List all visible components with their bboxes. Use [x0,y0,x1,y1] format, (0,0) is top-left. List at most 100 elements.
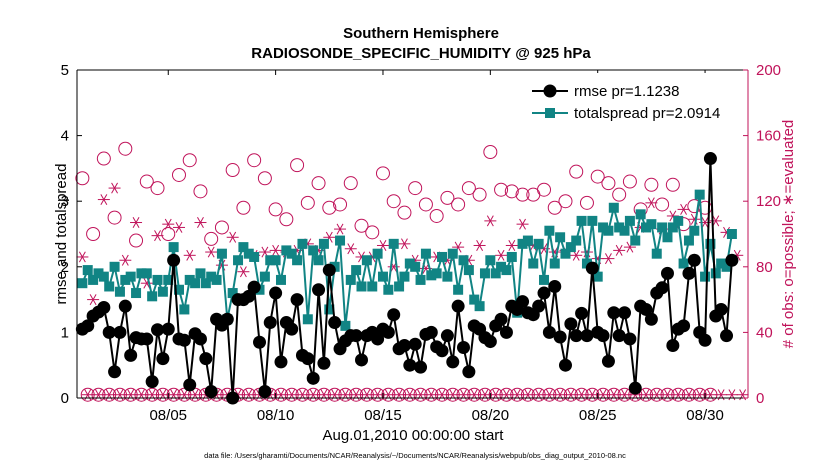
obs-possible-marker [354,218,369,233]
rmse-point [532,299,546,313]
rmse-point [274,355,288,369]
totalspread-point [555,232,566,243]
rmse-point [537,286,551,300]
totalspread-point [587,215,598,226]
totalspread-point [270,255,281,266]
rmse-point [269,286,283,300]
totalspread-point [539,274,550,285]
obs-evaluated-marker [172,221,185,233]
rmse-point [102,325,116,339]
obs-possible-marker [225,163,240,178]
x-tick-label: 08/10 [257,407,295,424]
totalspread-point [522,235,533,246]
totalspread-point [372,248,383,259]
obs-evaluated-marker [269,244,282,256]
right-tick-label: 200 [756,62,781,79]
obs-possible-marker [537,182,552,197]
rmse-point [403,358,417,372]
rmse-point [553,330,567,344]
totalspread-point [646,219,657,230]
rmse-point [118,299,132,313]
rmse-point [306,371,320,385]
obs-possible-marker [472,187,487,202]
obs-possible-marker [375,166,390,181]
totalspread-point [710,268,721,279]
obs-possible-marker [290,158,305,173]
obs-possible-marker [96,151,111,166]
totalspread-point [442,271,453,282]
obs-evaluated-marker [237,266,250,278]
totalspread-point [377,271,388,282]
totalspread-point [657,222,668,233]
rmse-point [290,293,304,307]
obs-possible-marker [386,194,401,209]
totalspread-point [560,248,571,259]
totalspread-point [463,265,474,276]
totalspread-point [195,268,206,279]
rmse-point [462,365,476,379]
totalspread-point [340,320,351,331]
obs-evaluated-marker [516,218,529,230]
y-axis-label: rmse and totalspread [53,164,70,305]
obs-evaluated-marker [645,197,658,209]
left-tick-label: 5 [61,62,69,79]
rmse-point [440,329,454,343]
totalspread-point [544,225,555,236]
obs-evaluated-marker [183,249,196,261]
totalspread-point [678,258,689,269]
rmse-point [580,329,594,343]
totalspread-point [259,271,270,282]
obs-possible-marker [343,176,358,191]
rmse-point [660,266,674,280]
rmse-point [145,375,159,389]
obs-possible-marker [601,176,616,191]
totalspread-point [125,271,136,282]
totalspread-point [603,225,614,236]
rmse-point [703,152,717,166]
rmse-point [601,354,615,368]
legend-totalspread-marker [545,108,555,118]
totalspread-point [726,229,737,239]
obs-possible-marker [182,153,197,168]
legend-totalspread-label: totalspread pr=2.0914 [574,105,720,122]
rmse-point [612,329,626,343]
totalspread-point [114,286,125,297]
rmse-point [253,335,267,349]
totalspread-point [410,261,421,272]
rmse-point [177,333,191,347]
rmse-point [312,283,326,297]
totalspread-point [131,288,142,299]
totalspread-point [598,222,609,233]
totalspread-point [630,235,641,246]
totalspread-point [673,215,684,226]
totalspread-point [313,255,324,266]
rmse-point [575,306,589,320]
totalspread-point [501,265,512,276]
rmse-point [220,312,234,326]
totalspread-point [683,235,694,246]
totalspread-point [705,238,716,249]
left-tick-label: 4 [61,128,69,145]
rmse-point [564,317,578,331]
obs-possible-marker [204,231,219,246]
totalspread-point [528,258,539,269]
totalspread-point [404,258,415,269]
rmse-point [161,322,175,336]
obs-evaluated-marker [334,223,347,235]
totalspread-point [120,274,131,285]
left-tick-label: 0 [61,390,69,407]
totalspread-point [469,294,480,305]
totalspread-point [297,238,308,249]
rmse-point [548,279,562,293]
totalspread-point [689,225,700,236]
x-tick-label: 08/20 [472,407,510,424]
obs-possible-marker [461,181,476,196]
obs-possible-marker [622,174,637,189]
obs-possible-marker [451,197,466,212]
x-axis-label: Aug.01,2010 00:00:00 start [323,427,505,444]
totalspread-point [474,301,485,312]
obs-evaluated-marker [602,253,615,265]
right-tick-label: 0 [756,390,764,407]
totalspread-point [308,245,319,256]
